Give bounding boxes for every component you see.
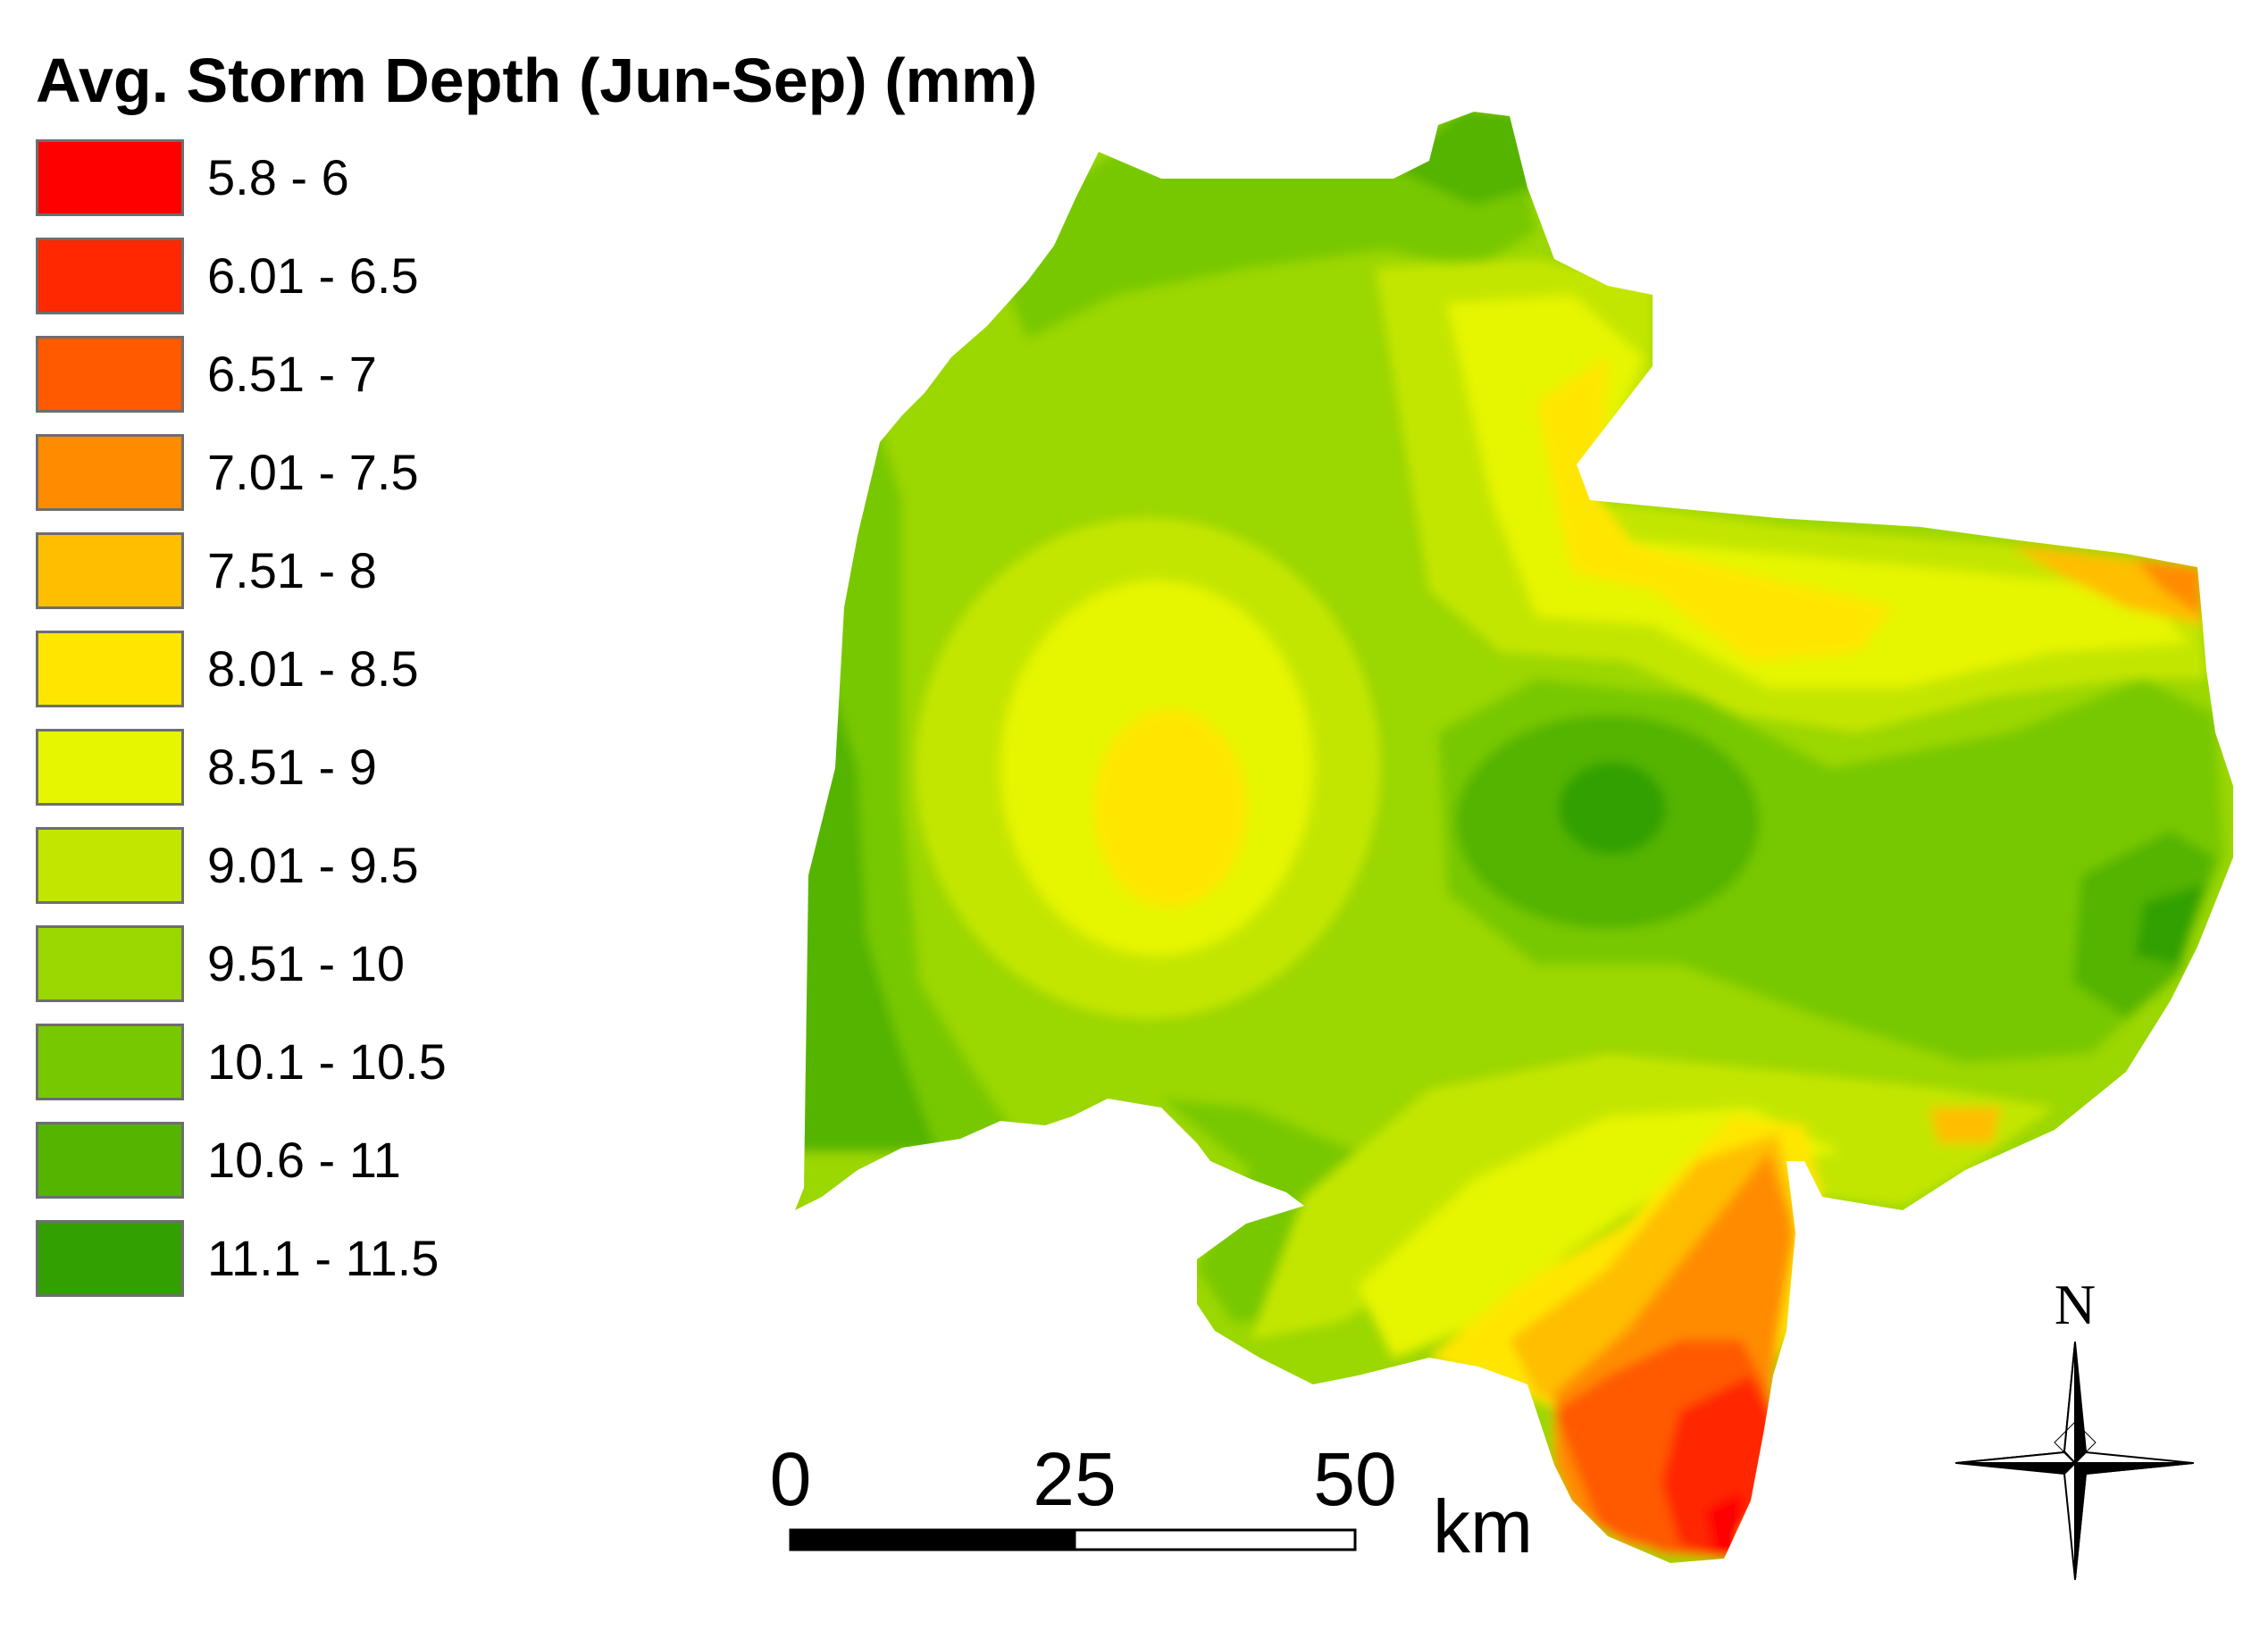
legend-swatch [36, 1024, 184, 1100]
scale-bar-segment-empty [1073, 1528, 1357, 1551]
legend-label: 9.51 - 10 [207, 935, 406, 991]
legend-label: 10.6 - 11 [207, 1132, 401, 1188]
legend-swatch [36, 434, 184, 511]
north-arrow: N [1955, 1273, 2194, 1580]
legend-label: 5.8 - 6 [207, 149, 349, 205]
storm-depth-raster [795, 112, 2233, 1563]
raster-zone-east-tip-core [2135, 558, 2202, 616]
raster-zone-east-peak [2135, 884, 2206, 965]
legend-swatch [36, 631, 184, 707]
scale-bar-segment-filled [789, 1528, 1076, 1551]
raster-zone-center-peak [1559, 762, 1666, 855]
scale-bar: 0 25 50 km [770, 1437, 1533, 1568]
scale-tick-label: 50 [1313, 1437, 1396, 1521]
legend-swatch [36, 238, 184, 314]
raster-zone-north-peak [1393, 112, 1536, 205]
legend-swatch [36, 827, 184, 904]
raster-zone-ne-band-inner [1447, 295, 2188, 688]
raster-zone-ne-band-core [1536, 357, 1894, 661]
legend-swatch [36, 1122, 184, 1199]
north-label: N [2055, 1273, 2096, 1336]
raster-zone-southeast-orange [1929, 1108, 2001, 1143]
compass-rose-icon [1955, 1342, 2194, 1580]
scale-tick-label: 25 [1033, 1437, 1116, 1521]
legend-label: 9.01 - 9.5 [207, 837, 419, 893]
legend-title: Avg. Storm Depth (Jun-Sep) (mm) [36, 46, 1038, 115]
legend-label: 6.01 - 6.5 [207, 247, 419, 304]
raster-zone-south-band [1251, 1054, 2055, 1340]
legend-label: 8.01 - 8.5 [207, 640, 419, 697]
legend-swatch [36, 1220, 184, 1297]
scale-tick-label: 0 [770, 1437, 812, 1521]
legend-label: 6.51 - 7 [207, 346, 377, 402]
legend-swatch [36, 139, 184, 216]
legend-label: 7.51 - 8 [207, 542, 377, 598]
legend-label: 7.01 - 7.5 [207, 444, 419, 500]
scale-unit-label: km [1433, 1484, 1533, 1568]
legend-swatch [36, 336, 184, 413]
legend-label: 11.1 - 11.5 [207, 1230, 439, 1286]
legend-label: 8.51 - 9 [207, 739, 377, 795]
legend-swatch [36, 729, 184, 806]
legend-swatch [36, 532, 184, 609]
legend-swatch [36, 925, 184, 1002]
legend-label: 10.1 - 10.5 [207, 1033, 447, 1090]
raster-zone-west-peak [1094, 710, 1246, 907]
